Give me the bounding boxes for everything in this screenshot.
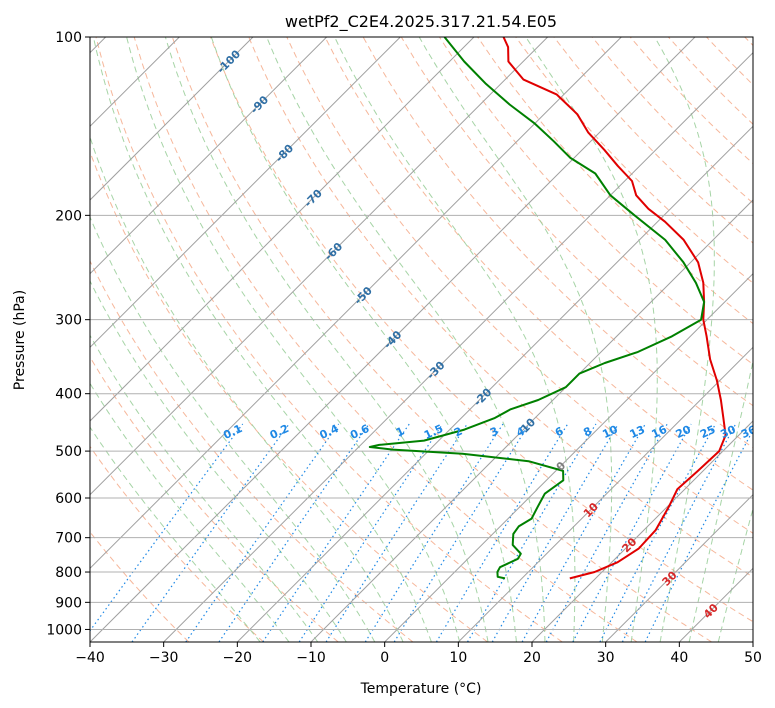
- x-tick-label: 20: [523, 650, 541, 666]
- moist-adiabat-line: [90, 382, 290, 642]
- x-tick-label: 10: [449, 650, 467, 666]
- moist-adiabat-line: [90, 334, 319, 642]
- x-tick-label: −30: [149, 650, 179, 666]
- x-tick-label: −10: [296, 650, 326, 666]
- mixing-ratio-label: 30: [718, 423, 738, 441]
- mixing-ratio-line: [131, 423, 290, 642]
- mixing-ratio-label: 10: [600, 423, 620, 441]
- dry-adiabat-line: [210, 37, 753, 623]
- mixing-ratio-label: 25: [698, 423, 717, 441]
- y-axis-title: Pressure (hPa): [12, 290, 28, 390]
- mixing-ratio-line: [262, 423, 410, 642]
- isotherm-line: [90, 37, 401, 349]
- moist-adiabat-line: [92, 37, 432, 642]
- mixing-ratio-line: [435, 423, 569, 642]
- dewpoint-profile: [368, 37, 706, 580]
- mixing-ratio-line: [491, 423, 619, 642]
- isotherm-line: [531, 420, 753, 642]
- moist-adiabat-line: [334, 37, 576, 642]
- x-tick-label: 30: [597, 650, 615, 666]
- moist-adiabat-line: [210, 37, 517, 642]
- y-tick-label: 400: [55, 387, 82, 403]
- dry-adiabat-line: [90, 259, 414, 642]
- y-tick-label: 700: [55, 531, 82, 547]
- y-tick-label: 100: [55, 30, 82, 46]
- y-tick-label: 1000: [46, 622, 82, 638]
- dry-adiabat-line: [95, 37, 563, 642]
- dry-adiabat-line: [286, 37, 753, 534]
- isotherm-line: [90, 37, 622, 570]
- isotherm-line: [90, 37, 549, 496]
- chart-title: wetPf2_C2E4.2025.317.21.54.E05: [285, 12, 557, 32]
- moist-adiabat-line: [90, 426, 261, 642]
- isotherm-line: [90, 37, 328, 275]
- y-tick-label: 600: [55, 491, 82, 507]
- x-tick-label: −40: [75, 650, 105, 666]
- isotherm-line: [752, 641, 753, 642]
- isotherm-line: [384, 272, 753, 642]
- dry-adiabat-line: [515, 37, 753, 284]
- mixing-ratio-line: [466, 423, 597, 642]
- sounding-profiles: [368, 37, 727, 580]
- x-tick-label: 40: [670, 650, 688, 666]
- isotherm-line: [457, 346, 753, 642]
- isotherm-line: [90, 37, 254, 201]
- moist-adiabat-line: [266, 37, 546, 642]
- mixing-ratio-line: [218, 423, 370, 642]
- isotherm-line: [310, 199, 753, 642]
- isotherm-line: [605, 493, 753, 642]
- mixing-ratio-line: [185, 423, 340, 642]
- x-tick-label: 0: [380, 650, 389, 666]
- y-tick-label: 200: [55, 208, 82, 224]
- moist-adiabat-line: [688, 358, 753, 642]
- y-tick-label: 800: [55, 565, 82, 581]
- mixing-ratio-label: 20: [674, 423, 694, 441]
- background-lines: [90, 37, 753, 642]
- moist-adiabat-line: [525, 37, 658, 642]
- isotherm-line: [90, 37, 475, 422]
- moist-adiabat-line: [717, 506, 753, 642]
- x-tick-label: −20: [223, 650, 253, 666]
- y-tick-label: 500: [55, 444, 82, 460]
- pressure-grid: [90, 37, 753, 630]
- y-tick-label: 300: [55, 313, 82, 329]
- y-tick-label: 900: [55, 595, 82, 611]
- x-axis-ticks: −40 −30 −20 −10 0 10 20 30 40 50: [75, 642, 762, 666]
- mixing-ratio-line: [90, 423, 244, 632]
- plot-frame: [89, 36, 754, 643]
- moist-adiabat-line: [164, 37, 489, 642]
- dry-adiabat-line: [324, 37, 753, 491]
- moist-adiabat-line: [418, 37, 613, 642]
- mixing-ratio-label: 16: [650, 423, 670, 441]
- plot-background: [90, 37, 753, 642]
- mixing-ratio-label: 13: [628, 423, 647, 441]
- dry-adiabat-line: [248, 37, 753, 578]
- isotherm-line: [236, 125, 753, 642]
- y-axis-ticks: 100 200 300 400 500 600 700 800 900 1000: [46, 30, 90, 638]
- moist-adiabat-line: [126, 37, 461, 642]
- moist-adiabat-line: [90, 215, 376, 642]
- x-tick-label: 50: [744, 650, 762, 666]
- moist-adiabat-line: [90, 135, 404, 642]
- dry-adiabat-line: [171, 37, 712, 642]
- moist-adiabat-line: [654, 37, 715, 642]
- mixing-ratio-label: 36: [739, 423, 759, 441]
- x-axis-title: Temperature (°C): [360, 681, 482, 697]
- isotherm-line: [163, 51, 753, 642]
- mixing-ratio-line: [298, 423, 444, 642]
- dry-adiabat-line: [90, 445, 264, 642]
- mixing-ratio-line: [545, 423, 668, 642]
